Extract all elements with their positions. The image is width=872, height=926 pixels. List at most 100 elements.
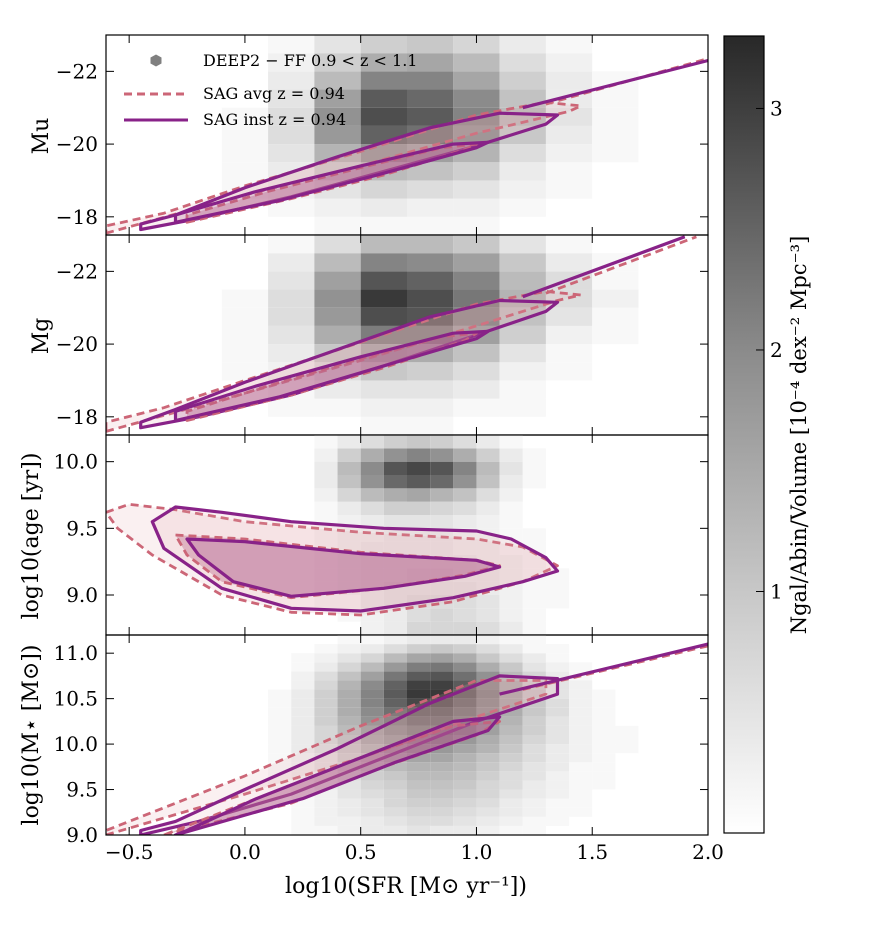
mstar-hist-bin	[430, 762, 454, 772]
mstar-hist-bin	[430, 825, 454, 835]
legend-label-deep2: DEEP2 − FF 0.9 < z < 1.1	[203, 51, 417, 70]
age-ytick-label: 10.0	[53, 450, 98, 474]
mstar-hist-bin	[407, 753, 431, 763]
mg-hist-bin	[453, 271, 500, 290]
mstar-hist-bin	[407, 762, 431, 772]
age-hist-bin	[383, 515, 407, 529]
mstar-hist-bin	[569, 698, 593, 708]
age-hist-bin	[314, 448, 338, 462]
legend-label-sag-inst: SAG inst z = 0.94	[203, 110, 346, 129]
age-hist-bin	[337, 488, 361, 502]
mstar-ytick-label: 9.0	[66, 823, 98, 847]
age-hist-bin	[476, 448, 500, 462]
mu-hist-bin	[407, 198, 454, 217]
mg-hist-bin	[499, 362, 546, 381]
mstar-hist-bin	[499, 816, 523, 826]
mstar-ytick-label: 11.0	[53, 641, 98, 665]
mstar-hist-bin	[360, 735, 384, 745]
mstar-hist-bin	[476, 635, 500, 645]
mstar-hist-bin	[291, 653, 315, 663]
mu-hist-bin	[453, 216, 500, 235]
mu-hist-bin	[221, 144, 269, 163]
age-hist-bin	[453, 515, 477, 529]
mstar-hist-bin	[314, 816, 338, 826]
mstar-hist-bin	[314, 807, 338, 817]
mstar-hist-bin	[499, 698, 523, 708]
x-tick-label: 1.5	[576, 840, 608, 864]
mg-hist-bin	[453, 235, 500, 254]
mstar-contour-inst-tail	[499, 642, 708, 696]
mg-ylabel: Mg	[29, 318, 54, 355]
age-hist-bin	[453, 461, 477, 475]
mstar-hist-bin	[383, 635, 407, 645]
mu-ytick-label: −18	[56, 205, 98, 229]
mg-hist-bin	[360, 416, 407, 435]
mstar-hist-bin	[615, 735, 639, 745]
mstar-hist-bin	[569, 716, 593, 726]
mstar-hist-bin	[291, 662, 315, 672]
mstar-hist-bin	[337, 680, 361, 690]
mstar-hist-bin	[291, 698, 315, 708]
mstar-hist-bin	[522, 735, 546, 745]
mstar-hist-bin	[569, 662, 593, 672]
mu-hist-bin	[499, 198, 546, 217]
mstar-ytick-label: 9.5	[66, 778, 98, 802]
mstar-hist-bin	[453, 825, 477, 835]
mg-hist-bin	[407, 325, 454, 345]
colorbar-tick-label: 1	[770, 579, 783, 603]
mstar-hist-bin	[545, 816, 570, 826]
mstar-hist-bin	[545, 707, 570, 717]
mstar-hist-bin	[545, 771, 570, 781]
mg-hist-bin	[407, 416, 454, 435]
mstar-hist-bin	[569, 753, 593, 763]
mstar-hist-bin	[268, 771, 292, 781]
mg-hist-bin	[407, 271, 454, 290]
age-hist-bin	[499, 501, 523, 515]
mu-contour-avg-inner	[185, 142, 478, 224]
age-hist-bin	[453, 435, 477, 449]
mstar-hist-bin	[453, 680, 477, 690]
age-hist-bin	[360, 475, 384, 489]
mg-hist-bin	[545, 325, 593, 345]
age-hist-bin	[430, 461, 454, 475]
mstar-hist-bin	[291, 762, 315, 772]
mu-hist-bin	[314, 35, 361, 54]
age-hist-bin	[360, 448, 384, 462]
mstar-hist-bin	[522, 671, 546, 681]
mstar-hist-bin	[430, 635, 454, 645]
mstar-hist-bin	[407, 789, 431, 799]
mg-hist-bin	[407, 362, 454, 381]
mstar-hist-bin	[592, 771, 616, 781]
colorbar: 1 2 3 Ngal/Abin/Volume [10⁻⁴ dex⁻² Mpc⁻³]	[723, 35, 811, 834]
age-hist-bin	[499, 595, 523, 609]
mg-hist-bin	[314, 344, 361, 363]
mstar-hist-bin	[337, 798, 361, 808]
mu-hist-bin	[453, 71, 500, 90]
mstar-hist-bin	[291, 680, 315, 690]
mstar-hist-bin	[360, 662, 384, 672]
mg-hist-bin	[360, 289, 407, 308]
mstar-hist-bin	[407, 725, 431, 735]
mg-hist-bin	[453, 362, 500, 381]
x-tick-label: 1.0	[461, 840, 493, 864]
mstar-hist-bin	[337, 807, 361, 817]
mg-hist-bin	[499, 307, 546, 326]
age-hist-bin	[383, 555, 407, 569]
mstar-hist-bin	[545, 780, 570, 790]
mu-hist-bin	[314, 144, 361, 163]
mu-hist-bin	[592, 125, 639, 145]
mg-hist-bin	[545, 362, 593, 381]
age-hist-bin	[499, 608, 523, 622]
mstar-hist-bin	[476, 825, 500, 835]
mg-hist-bin	[453, 253, 500, 272]
mstar-hist-bin	[430, 662, 454, 672]
mu-contours	[106, 57, 708, 235]
mg-hist-bin	[360, 307, 407, 326]
mstar-hist-bin	[360, 753, 384, 763]
age-hist-bin	[499, 475, 523, 489]
mstar-hist-bin	[592, 744, 616, 754]
mstar-hist-bin	[383, 744, 407, 754]
mu-hist-bin	[360, 180, 407, 199]
age-hist-bin	[522, 555, 546, 569]
